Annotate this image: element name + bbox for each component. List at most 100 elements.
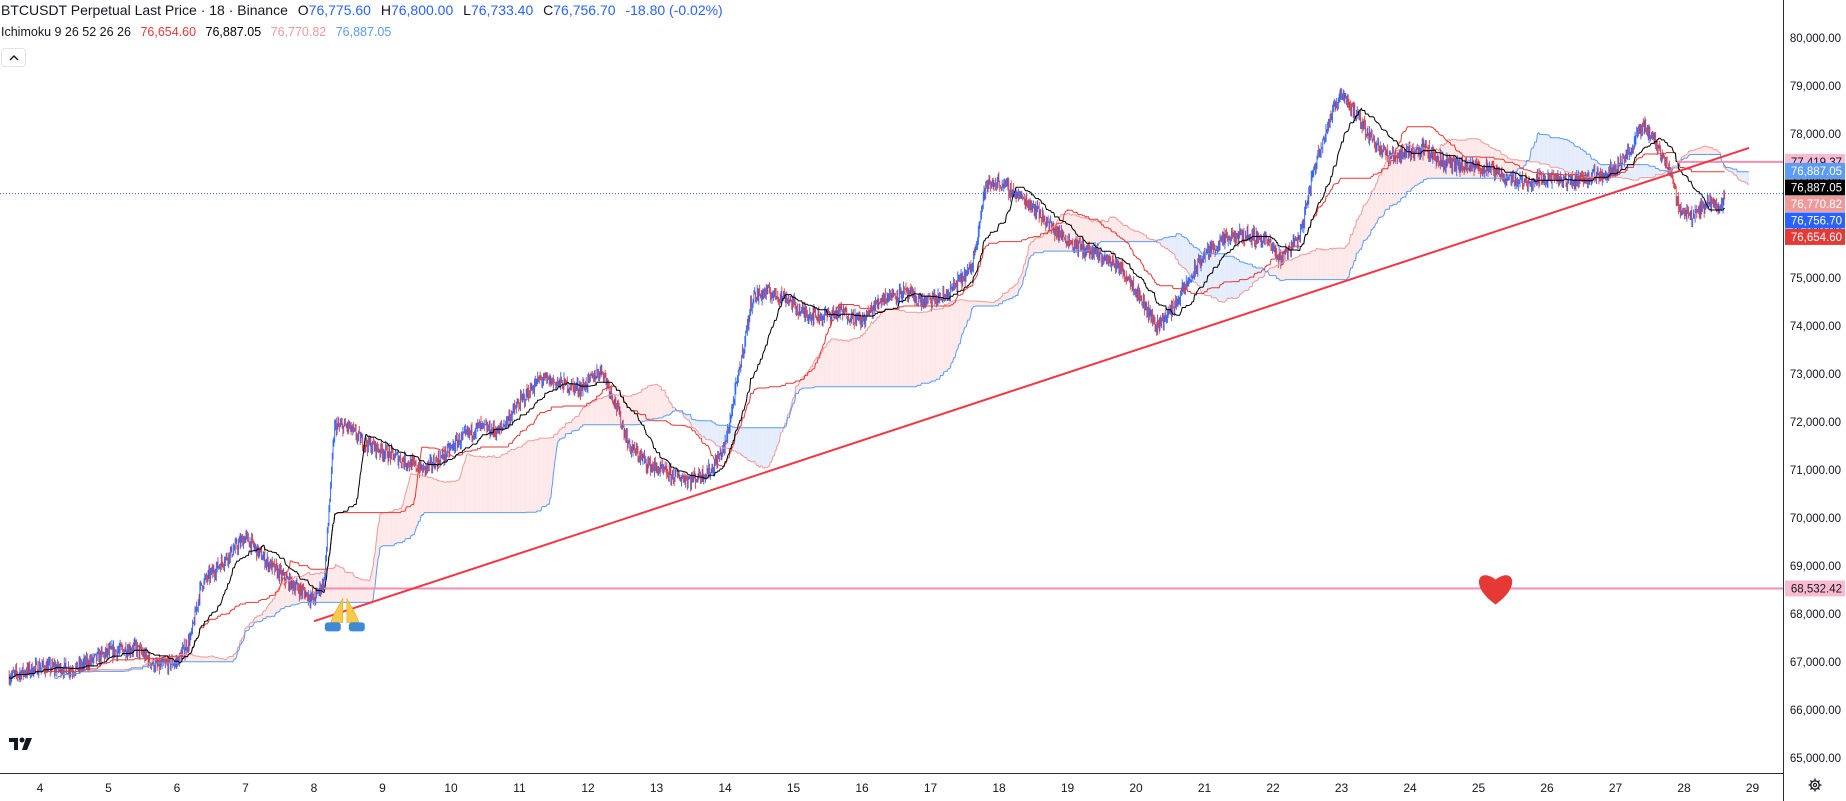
cloud-segment bbox=[517, 447, 519, 513]
cloud-segment bbox=[799, 380, 801, 390]
cloud-segment bbox=[628, 396, 629, 425]
cloud-segment bbox=[1578, 146, 1580, 176]
cloud-segment bbox=[896, 309, 898, 387]
cloud-segment bbox=[1112, 216, 1114, 242]
cloud-segment bbox=[1301, 254, 1303, 280]
symbol-title[interactable]: BTCUSDT Perpetual Last Price · 18 · Bina… bbox=[1, 2, 288, 18]
cloud-segment bbox=[1108, 218, 1110, 242]
cloud-segment bbox=[1695, 148, 1697, 155]
time-tick-label: 20 bbox=[1129, 781, 1143, 795]
cloud-segment bbox=[1353, 227, 1354, 266]
cloud-segment bbox=[489, 456, 491, 513]
time-tick-label: 26 bbox=[1540, 781, 1554, 795]
time-axis[interactable]: 4 5 6 7 8 9 10 11 12 13 14 15 16 17 18 19 20 21 22 23 24 25 26… bbox=[0, 774, 1784, 801]
price-axis[interactable]: 80,000.0079,000.0078,000.0077,000.0076,0… bbox=[1784, 0, 1846, 801]
cloud-segment bbox=[1029, 244, 1031, 258]
cloud-segment bbox=[626, 396, 628, 425]
time-tick-label: 4 bbox=[37, 781, 44, 795]
time-tick-label: 14 bbox=[718, 781, 732, 795]
cloud-segment bbox=[1210, 253, 1211, 296]
cloud-segment bbox=[1143, 234, 1145, 242]
time-axis-bg bbox=[0, 774, 1784, 801]
cloud-segment bbox=[774, 427, 776, 456]
ichimoku-legend[interactable]: Ichimoku 9 26 52 26 26 76,654.60 76,887.… bbox=[1, 23, 397, 41]
cloud-segment bbox=[1192, 244, 1193, 280]
cloud-segment bbox=[1175, 233, 1177, 259]
cloud-segment bbox=[1036, 237, 1038, 253]
cloud-segment bbox=[848, 341, 850, 387]
ichimoku-label[interactable]: Ichimoku 9 26 52 26 26 bbox=[1, 25, 131, 39]
cloud-segment bbox=[638, 392, 640, 425]
cloud-segment bbox=[1324, 249, 1326, 280]
cloud-segment bbox=[640, 392, 642, 424]
cloud-segment bbox=[542, 438, 544, 507]
cloud-segment bbox=[406, 488, 408, 539]
cloud-segment bbox=[1151, 239, 1153, 242]
cloud-segment bbox=[562, 427, 564, 438]
time-tick-label: 22 bbox=[1266, 781, 1280, 795]
cloud-segment bbox=[1242, 262, 1243, 293]
cloud-segment bbox=[1102, 220, 1104, 242]
cloud-segment bbox=[434, 479, 435, 513]
time-tick-label: 25 bbox=[1472, 781, 1486, 795]
cloud-segment bbox=[1707, 146, 1709, 155]
cloud-segment bbox=[1115, 217, 1117, 242]
cloud-segment bbox=[1091, 221, 1093, 247]
cloud-segment bbox=[1533, 146, 1534, 162]
cloud-segment bbox=[497, 457, 499, 513]
cloud-segment bbox=[712, 421, 714, 443]
cloud-segment bbox=[839, 339, 841, 387]
cloud-segment bbox=[596, 399, 597, 425]
cloud-segment bbox=[931, 309, 933, 381]
cloud-segment bbox=[589, 402, 591, 425]
cloud-segment bbox=[1585, 151, 1587, 178]
price-label: 68,532.42 bbox=[1785, 580, 1845, 597]
cloud-segment bbox=[491, 456, 493, 513]
cloud-segment bbox=[945, 304, 947, 372]
cloud-segment bbox=[1640, 164, 1641, 178]
cloud-segment bbox=[1709, 146, 1710, 155]
cloud-segment bbox=[469, 454, 471, 513]
cloud-segment bbox=[936, 309, 938, 380]
cloud-segment bbox=[1581, 149, 1583, 177]
cloud-segment bbox=[1219, 253, 1221, 302]
trendline-group[interactable] bbox=[313, 146, 1750, 623]
cloud-segment bbox=[578, 413, 580, 431]
cloud-segment bbox=[1035, 237, 1037, 253]
cloud-segment bbox=[1118, 221, 1120, 242]
cloud-segment bbox=[652, 384, 654, 419]
cloud-segment bbox=[768, 427, 770, 467]
collapse-legend-button[interactable] bbox=[1, 48, 26, 67]
cloud-segment bbox=[461, 470, 463, 513]
cloud-segment bbox=[1344, 248, 1345, 280]
gear-icon[interactable] bbox=[1808, 778, 1822, 796]
cloud-segment bbox=[482, 456, 484, 513]
cloud-segment bbox=[818, 353, 820, 387]
cloud-segment bbox=[419, 474, 421, 522]
cloud-segment bbox=[1173, 236, 1174, 254]
cloud-segment bbox=[206, 656, 208, 662]
symbol-legend[interactable]: BTCUSDT Perpetual Last Price · 18 · Bina… bbox=[1, 0, 723, 20]
cloud-segment bbox=[1229, 256, 1231, 299]
cloud-segment bbox=[591, 402, 592, 425]
cloud-segment bbox=[1171, 236, 1173, 253]
cloud-segment bbox=[873, 320, 875, 387]
tradingview-logo[interactable] bbox=[7, 732, 37, 756]
cloud-segment bbox=[721, 425, 723, 449]
cloud-segment bbox=[956, 300, 957, 353]
cloud-segment bbox=[701, 420, 703, 437]
cloud-segment bbox=[1590, 156, 1592, 178]
cloud-segment bbox=[1693, 150, 1695, 155]
cloud-segment bbox=[861, 335, 863, 387]
cloud-segment bbox=[1145, 235, 1147, 242]
cloud-segment bbox=[1365, 202, 1367, 241]
cloud-segment bbox=[441, 481, 443, 513]
cloud-segment bbox=[534, 439, 536, 513]
cloud-segment bbox=[508, 451, 509, 513]
cloud-segment bbox=[1330, 248, 1332, 280]
cloud-segment bbox=[1622, 164, 1624, 179]
cloud-segment bbox=[1321, 248, 1322, 280]
cloud-segment bbox=[816, 357, 818, 387]
cloud-segment bbox=[1323, 249, 1325, 280]
